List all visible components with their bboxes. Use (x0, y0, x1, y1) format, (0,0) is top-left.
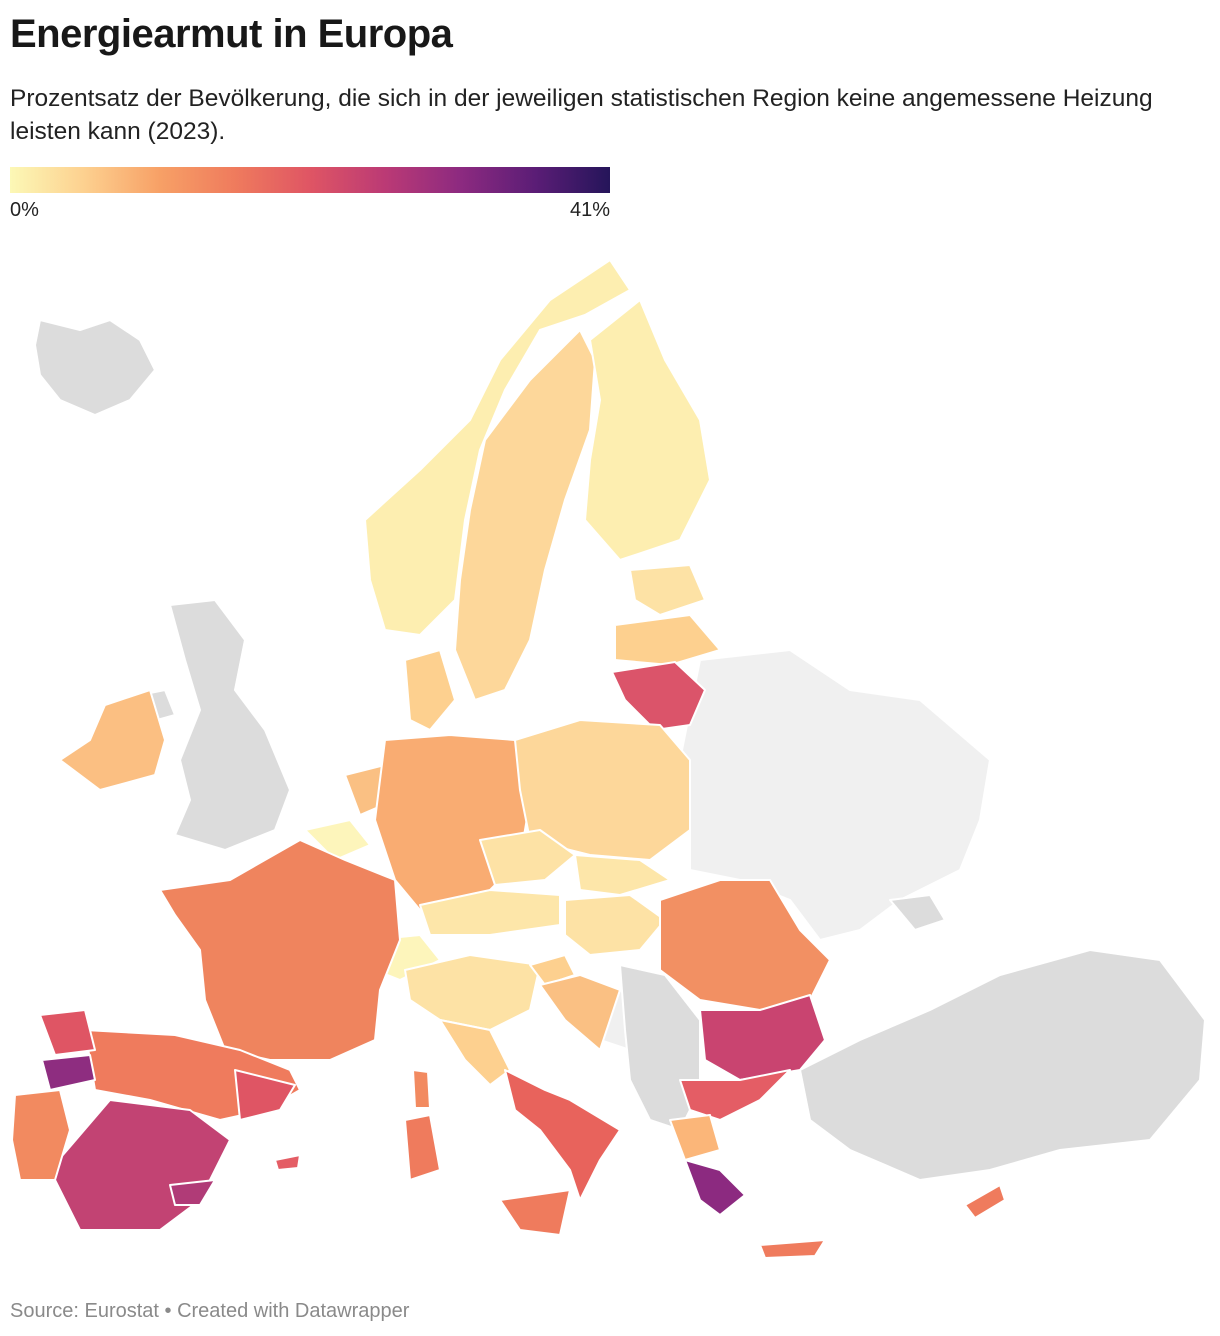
europe-choropleth-map[interactable] (0, 230, 1220, 1280)
map-region-ireland[interactable] (59, 689, 166, 791)
map-region-corsica[interactable] (412, 1069, 431, 1109)
map-region-northern-italy[interactable] (404, 954, 541, 1031)
source-footer: Source: Eurostat • Created with Datawrap… (10, 1300, 410, 1322)
map-region-crimea[interactable] (889, 894, 946, 931)
map-region-denmark[interactable] (404, 649, 456, 731)
map-region-czechia[interactable] (479, 829, 576, 886)
chart-title: Energiearmut in Europa (10, 12, 453, 56)
map-region-finland[interactable] (584, 299, 711, 561)
map-region-croatia[interactable] (539, 974, 621, 1051)
map-region-murcia[interactable] (169, 1179, 216, 1206)
map-region-turkey[interactable] (799, 949, 1206, 1181)
legend-max-label: 41% (569, 199, 610, 221)
map-region-lithuania[interactable] (611, 661, 706, 731)
map-region-great-britain[interactable] (169, 599, 291, 851)
map-region-cyprus[interactable] (964, 1184, 1006, 1219)
map-region-belgium[interactable] (304, 819, 371, 861)
map-region-slovakia[interactable] (574, 854, 671, 896)
map-region-hungary[interactable] (564, 894, 666, 956)
map-region-ukraine[interactable] (679, 649, 991, 941)
map-region-iceland[interactable] (34, 319, 156, 416)
map-region-greece-west[interactable] (669, 1114, 721, 1161)
map-region-catalonia[interactable] (234, 1069, 296, 1121)
map-region-estonia[interactable] (629, 564, 706, 616)
map-region-portugal-north[interactable] (41, 1054, 96, 1091)
map-region-latvia[interactable] (614, 614, 721, 666)
map-region-bulgaria[interactable] (699, 994, 826, 1081)
map-region-sardinia[interactable] (404, 1114, 441, 1181)
map-region-norway[interactable] (364, 259, 631, 636)
map-region-southern-italy[interactable] (504, 1069, 621, 1201)
legend-min-label: 0% (10, 199, 39, 221)
map-region-spain-south[interactable] (49, 1099, 231, 1231)
map-region-portugal[interactable] (11, 1089, 71, 1181)
legend-gradient-bar (10, 167, 610, 193)
map-region-poland[interactable] (514, 719, 691, 861)
map-region-sweden[interactable] (454, 329, 596, 701)
map-region-austria[interactable] (419, 889, 561, 936)
map-region-galicia[interactable] (39, 1009, 96, 1056)
map-region-romania[interactable] (659, 879, 831, 1011)
map-region-crete[interactable] (759, 1239, 826, 1259)
map-region-slovenia[interactable] (529, 954, 576, 986)
map-region-balearic[interactable] (274, 1154, 301, 1171)
map-region-greece-north[interactable] (679, 1069, 791, 1121)
map-region-greece-south[interactable] (684, 1159, 746, 1216)
map-region-france[interactable] (159, 839, 401, 1061)
color-legend: 0% 41% (10, 167, 610, 227)
map-region-sicily[interactable] (499, 1189, 571, 1236)
chart-subtitle: Prozentsatz der Bevölkerung, die sich in… (10, 85, 1153, 145)
map-region-central-italy[interactable] (439, 1019, 511, 1086)
